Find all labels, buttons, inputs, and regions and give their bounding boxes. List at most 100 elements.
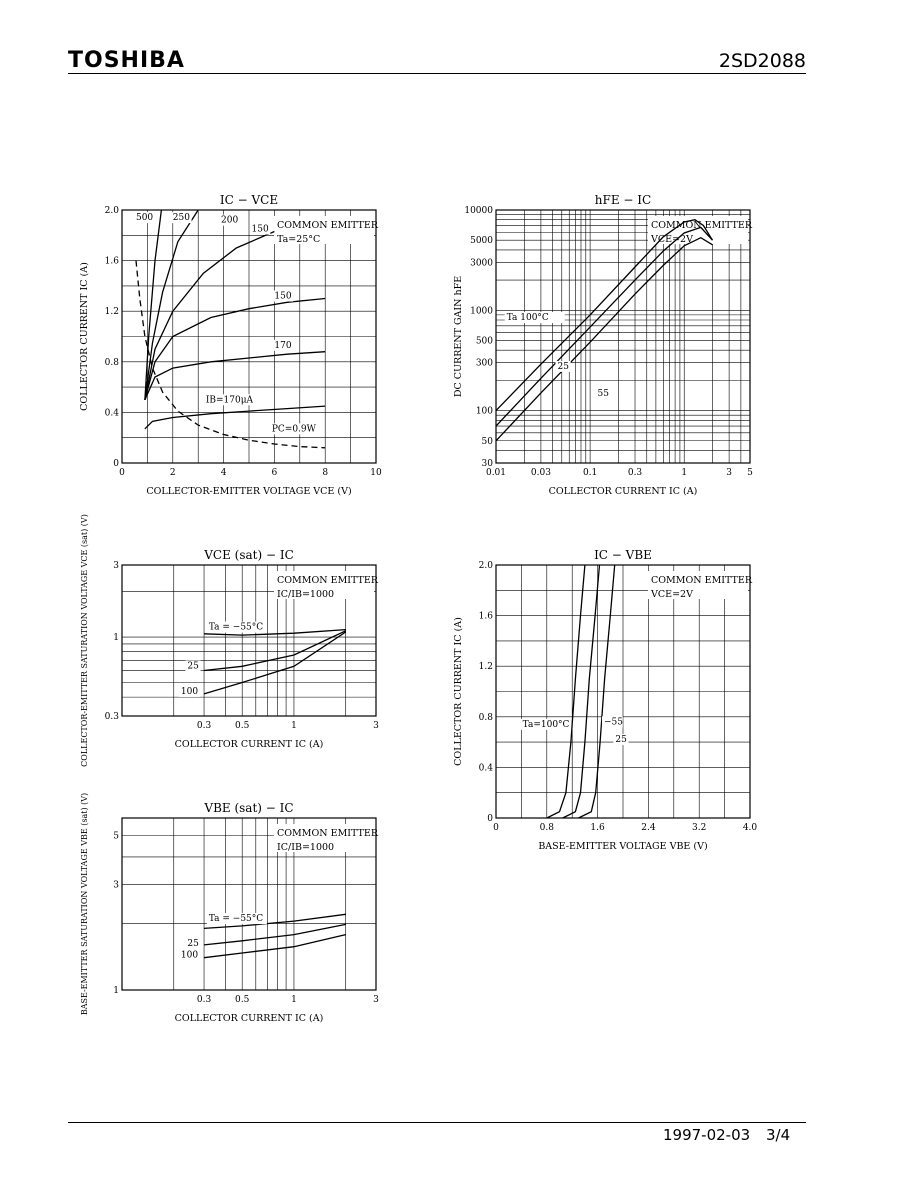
x-tick-label: 3 [373,995,379,1005]
curve-label: Ta = −55°C [209,914,263,924]
curve-label: 55 [598,389,610,399]
ic-vbe-series-line [578,564,616,819]
x-tick-label: 0.03 [531,468,551,478]
curve-label-background [613,734,629,746]
x-tick-label: 3 [726,468,732,478]
curve-label-background [272,290,294,302]
hfe-ic-series-line [495,226,713,427]
curve-label: Ta 100°C [507,313,549,323]
y-tick-label: 1 [113,633,119,643]
y-tick-label: 2.0 [479,561,494,571]
ic-vce-conditions-box [274,216,374,244]
ic-vce-plot-frame [121,209,377,464]
curve-label-background [219,214,240,226]
ic-vbe-gridlines [496,565,750,818]
y-tick-label: 1000 [470,306,493,316]
curve-label: 250 [173,213,190,223]
curve-label: 25 [187,939,199,949]
vcesat-ic-series-line [203,631,347,695]
curve-label-background [185,938,201,950]
vcesat-ic-y-axis-label: COLLECTOR-EMITTER SATURATION VOLTAGE VCE… [80,514,89,767]
vbesat-ic-x-axis-label: COLLECTOR CURRENT IC (A) [175,1013,324,1024]
vbesat-ic-plot-frame [121,817,377,991]
curve-label-background [269,423,314,435]
ic-vce-condition-text: Ta=25°C [277,234,320,245]
x-tick-label: 1 [291,995,297,1005]
y-tick-label: 3000 [470,258,493,268]
y-tick-label: 3 [113,561,119,571]
curve-label: 500 [136,213,153,223]
y-tick-label: 1.2 [479,662,493,672]
ic-vbe-title: IC − VBE [594,548,652,562]
curve-label: 150 [274,292,291,302]
x-tick-label: 0 [119,468,125,478]
x-tick-label: 0.1 [583,468,597,478]
ic-vbe-chart: COMMON EMITTER VCE=2V IC − VBE 0 0.8 1.6 2.4 3.… [453,548,757,852]
y-tick-label: 300 [476,359,493,369]
x-tick-label: 0.3 [197,995,212,1005]
ic-vce-series-line [144,405,326,430]
vcesat-ic-series-line [203,630,346,672]
ic-vce-title: IC − VCE [220,193,278,207]
x-tick-label: 0.5 [235,995,250,1005]
ic-vce-gridlines [122,210,376,463]
y-tick-label: 5000 [470,236,493,246]
footer-page-number: 3/4 [766,1126,791,1144]
vbesat-ic-series-line [203,923,346,946]
ic-vce-series-line [144,209,199,400]
curve-label: −55 [604,717,623,727]
vcesat-ic-conditions-box [274,571,374,599]
ic-vce-series-line [144,297,326,400]
x-tick-label: 5 [747,468,753,478]
curve-label-background [203,394,253,406]
ic-vce-power-dissipation-curve [135,260,326,449]
ic-vce-series-line [144,209,163,400]
hfe-ic-condition-text: VCE=2V [650,234,693,245]
curve-label-background [206,913,267,925]
curve-label-background [520,718,570,730]
x-tick-label: 0.8 [540,823,555,833]
hfe-ic-series-line [495,236,713,442]
curve-label: 100 [181,951,198,961]
vbesat-ic-condition-text: COMMON EMITTER [277,828,379,839]
y-tick-label: 0.8 [479,713,494,723]
x-tick-label: 10 [370,468,382,478]
curve-label: 25 [557,362,569,372]
hfe-ic-x-axis-label: COLLECTOR CURRENT IC (A) [549,486,698,497]
x-tick-label: 2.4 [641,823,656,833]
curve-label: IB=170μA [206,395,254,405]
y-tick-label: 0.4 [479,763,494,773]
y-tick-label: 1.6 [479,612,494,622]
vcesat-ic-condition-text: IC/IB=1000 [277,589,334,600]
x-tick-label: 0.3 [197,721,212,731]
x-tick-label: 4 [221,468,227,478]
y-tick-label: 100 [476,407,493,417]
curve-label: Ta = −55°C [209,623,263,633]
vbesat-ic-series-line [203,933,346,959]
hfe-ic-gridlines [496,210,750,463]
ic-vbe-plot-frame [495,564,751,819]
ic-vce-chart: COMMON EMITTER Ta=25°C IC − VCE 0 2 4 6 8 10 0 0.4… [79,193,382,497]
hfe-ic-y-axis-label: DC CURRENT GAIN hFE [453,276,464,397]
brand-logo: TOSHIBA [68,48,185,73]
ic-vbe-x-axis-label: BASE-EMITTER VOLTAGE VBE (V) [538,841,707,852]
vcesat-ic-chart: COMMON EMITTER IC/IB=1000 VCE (sat) − IC 0.… [80,514,379,767]
footer-date: 1997-02-03 [663,1126,751,1144]
curve-label-background [601,716,623,728]
ic-vbe-conditions-box [648,571,748,599]
curve-label: 200 [221,216,238,226]
y-tick-label: 0 [113,459,119,469]
curve-label: 150 [252,225,269,235]
ic-vce-x-axis-label: COLLECTOR-EMITTER VOLTAGE VCE (V) [146,486,351,497]
vcesat-ic-title: VCE (sat) − IC [203,548,294,562]
vbesat-ic-y-axis-label: BASE-EMITTER SATURATION VOLTAGE VBE (sat… [80,793,89,1015]
hfe-ic-condition-text: COMMON EMITTER [651,220,753,231]
y-tick-label: 10000 [464,206,493,216]
footer-rule [68,1122,806,1123]
curve-label: PC=0.9W [272,424,317,434]
x-tick-label: 3.2 [692,823,706,833]
y-tick-label: 0.3 [105,712,120,722]
vbesat-ic-conditions-box [274,824,374,852]
y-tick-label: 5 [113,832,119,842]
